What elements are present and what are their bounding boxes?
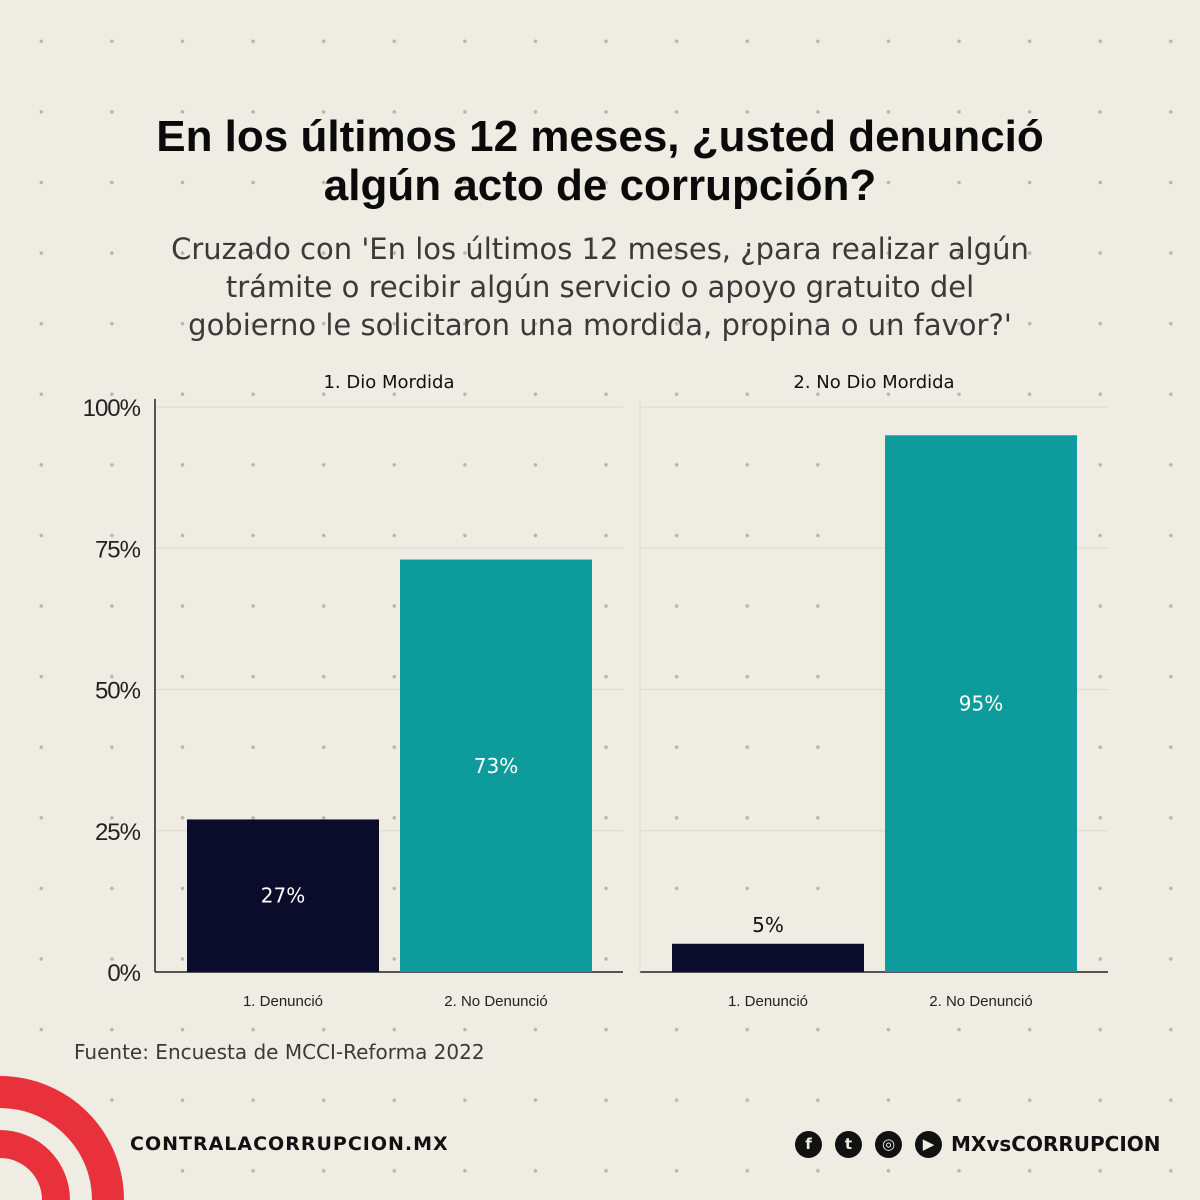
data-label: 27%	[261, 884, 305, 908]
chart-subtitle: Cruzado con 'En los últimos 12 meses, ¿p…	[60, 230, 1140, 344]
data-label: 5%	[752, 913, 784, 937]
youtube-icon[interactable]: ▶	[915, 1130, 942, 1158]
data-label: 95%	[959, 692, 1003, 716]
source-note: Fuente: Encuesta de MCCI-Reforma 2022	[74, 1040, 485, 1064]
facebook-icon[interactable]: f	[795, 1130, 822, 1158]
x-tick-label: 2. No Denunció	[444, 993, 547, 1010]
chart-subtitle-line-3: gobierno le solicitaron una mordida, pro…	[188, 308, 1012, 342]
y-tick-label: 0%	[107, 960, 140, 987]
website-label[interactable]: CONTRALACORRUPCION.MX	[130, 1133, 449, 1155]
chart-subtitle-line-2: trámite o recibir algún servicio o apoyo…	[225, 270, 975, 304]
chart-subtitle-line-1: Cruzado con 'En los últimos 12 meses, ¿p…	[171, 232, 1029, 266]
panel-title: 2. No Dio Mordida	[793, 372, 954, 393]
bar	[187, 819, 379, 972]
twitter-icon[interactable]: t	[835, 1130, 862, 1158]
y-tick-label: 25%	[95, 819, 141, 846]
bar	[885, 435, 1077, 972]
bar	[400, 559, 592, 972]
bar-chart: 0% 25% 50% 75% 100% 1. Dio Mordida 27% 1. Denun…	[83, 372, 1108, 1010]
panel-title: 1. Dio Mordida	[323, 372, 454, 393]
y-tick-label: 75%	[95, 536, 141, 563]
y-tick-label: 50%	[95, 678, 141, 705]
bar	[672, 943, 864, 972]
chart-title: En los últimos 12 meses, ¿usted denunció…	[0, 112, 1200, 210]
y-tick-label: 100%	[83, 395, 141, 422]
chart-title-line-1: En los últimos 12 meses, ¿usted denunció	[156, 112, 1044, 161]
x-tick-label: 1. Denunció	[243, 993, 323, 1010]
x-tick-label: 2. No Denunció	[929, 993, 1032, 1010]
instagram-icon[interactable]: ◎	[875, 1130, 902, 1158]
chart-title-line-2: algún acto de corrupción?	[323, 161, 877, 210]
x-tick-label: 1. Denunció	[728, 993, 808, 1010]
social-links: f t ◎ ▶ MXvsCORRUPCION	[795, 1128, 1161, 1160]
logo-arc-icon	[0, 1076, 124, 1200]
data-label: 73%	[474, 754, 518, 778]
social-handle[interactable]: MXvsCORRUPCION	[951, 1132, 1161, 1156]
